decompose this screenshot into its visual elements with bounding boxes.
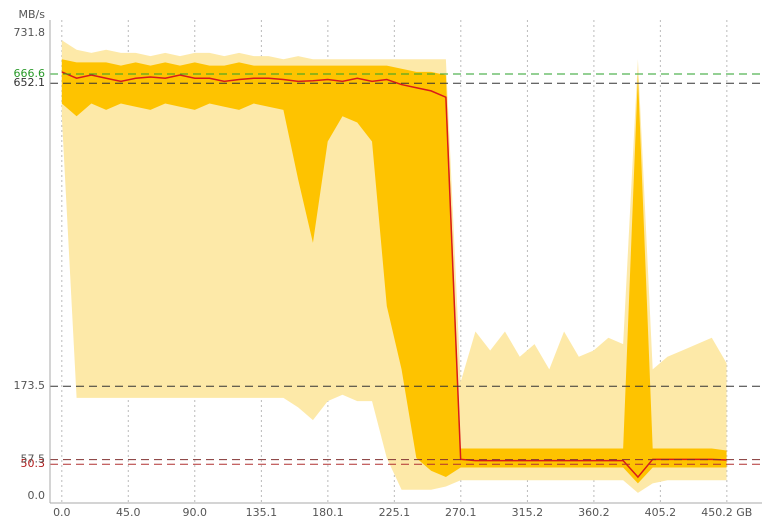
line	[61, 71, 727, 479]
x-tick-label: 180.1	[312, 506, 344, 519]
y-tick-label: 0.0	[28, 489, 46, 502]
y-tick-label: 57.5	[21, 453, 46, 466]
x-tick-label: 90.0	[183, 506, 208, 519]
x-tick-label: 0.0	[53, 506, 71, 519]
x-tick-label: 270.1	[445, 506, 477, 519]
y-tick-label: 731.8	[14, 26, 46, 39]
y-tick-label: 50.3	[21, 457, 46, 470]
x-tick-label: 450.2 GB	[701, 506, 752, 519]
x-tick-label: 45.0	[116, 506, 141, 519]
band	[61, 59, 727, 484]
x-tick-label: 405.2	[645, 506, 677, 519]
y-tick-label: 652.1	[14, 76, 46, 89]
x-tick-label: 225.1	[379, 506, 411, 519]
x-tick-label: 360.2	[578, 506, 610, 519]
y-unit: MB/s	[19, 8, 46, 21]
y-tick-label: 173.5	[14, 379, 46, 392]
x-tick-label: 315.2	[512, 506, 544, 519]
x-tick-label: 135.1	[246, 506, 278, 519]
y-tick-label: 666.6	[14, 67, 46, 80]
